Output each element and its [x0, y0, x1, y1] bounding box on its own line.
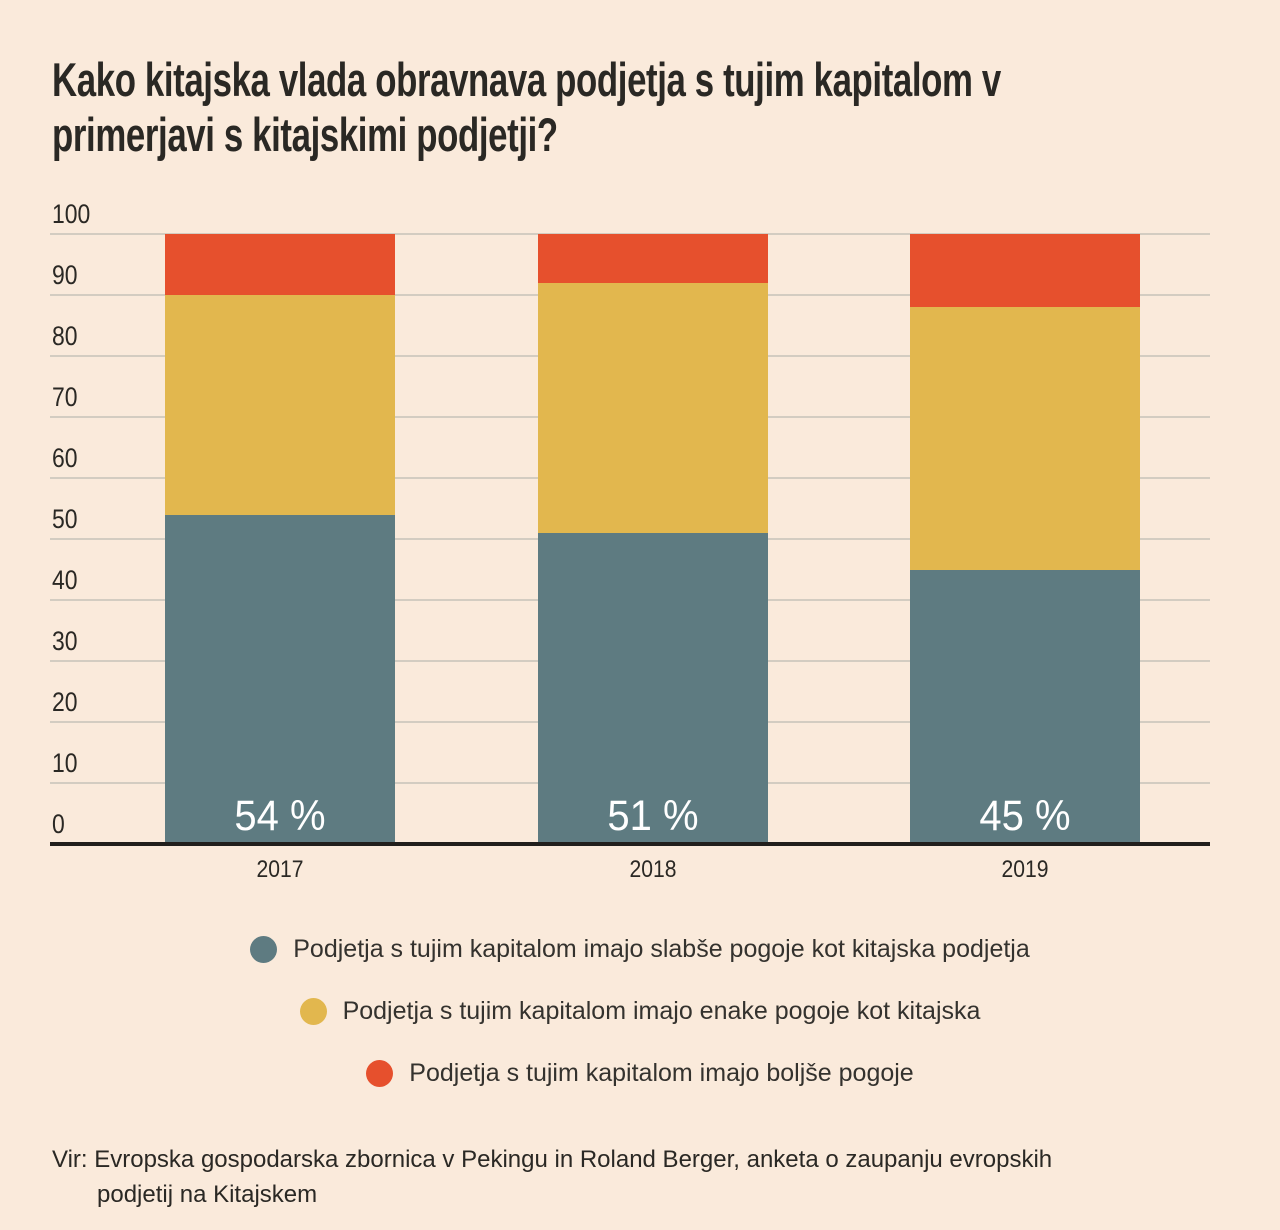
plot-area: 0 10 20 30 40 50 60 70 80 90 100 54 % 2017 51 % 2018 45… [50, 201, 1210, 883]
source-line-1: Vir: Evropska gospodarska zbornica v Pek… [52, 1146, 1053, 1173]
x-axis-category-label-2018: 2018 [629, 856, 677, 883]
bar-value-label: 45 % [979, 792, 1071, 840]
legend-label: Podjetja s tujim kapitalom imajo slabše … [293, 935, 1030, 963]
y-axis-tick-label-80: 80 [52, 321, 78, 351]
legend-label: Podjetja s tujim kapitalom imajo boljše … [409, 1059, 914, 1087]
x-axis-category-label-2019: 2019 [1001, 856, 1049, 883]
legend-swatch-icon [250, 935, 278, 963]
bar-segment [910, 307, 1140, 570]
source-note: Vir: Evropska gospodarska zbornica v Pek… [52, 1142, 1052, 1212]
page-title-line-2: primerjavi s kitajskimi podjetji? [52, 108, 558, 162]
y-axis-tick-label-60: 60 [52, 443, 78, 473]
y-axis-tick-label-10: 10 [52, 748, 78, 778]
stacked-bar-2018: 51 % [538, 234, 768, 844]
bar-segment [165, 295, 395, 515]
source-line-2: podjetij na Kitajskem [97, 1181, 318, 1208]
x-axis-line [50, 842, 1210, 846]
y-axis-tick-label-0: 0 [52, 809, 65, 839]
bar-segment [910, 569, 1140, 844]
y-axis-tick-label-40: 40 [52, 565, 78, 595]
y-axis-tick-label-100: 100 [52, 199, 91, 229]
y-axis-tick-label-50: 50 [52, 504, 78, 534]
legend-item-2: Podjetja s tujim kapitalom imajo boljše … [366, 1057, 914, 1089]
bar-segment [910, 234, 1140, 308]
legend-item-1: Podjetja s tujim kapitalom imajo enake p… [299, 995, 981, 1027]
legend-label: Podjetja s tujim kapitalom imajo enake p… [342, 997, 981, 1025]
page-title-line-1: Kako kitajska vlada obravnava podjetja s… [52, 53, 1001, 106]
legend-swatch-icon [299, 997, 327, 1025]
y-axis-tick-label-30: 30 [52, 626, 78, 656]
gridline-100 [50, 233, 1210, 235]
stacked-bar-2019: 45 % [910, 234, 1140, 844]
bar-value-label: 51 % [607, 792, 699, 840]
bar-segment [538, 282, 768, 533]
bar-segment [165, 234, 395, 295]
y-axis-tick-label-20: 20 [52, 687, 78, 717]
legend-swatch-icon [366, 1059, 394, 1087]
bar-segment [538, 532, 768, 844]
bar-segment [165, 514, 395, 844]
y-axis-tick-label-70: 70 [52, 382, 78, 412]
bar-value-label: 54 % [234, 792, 326, 840]
chart-legend: Podjetja s tujim kapitalom imajo slabše … [0, 933, 1280, 1089]
legend-item-0: Podjetja s tujim kapitalom imajo slabše … [250, 933, 1030, 965]
stacked-bar-2017: 54 % [165, 234, 395, 844]
page-title: Kako kitajska vlada obravnava podjetja s… [52, 52, 1001, 163]
y-axis-tick-label-90: 90 [52, 260, 78, 290]
bar-segment [538, 234, 768, 283]
x-axis-category-label-2017: 2017 [256, 856, 304, 883]
